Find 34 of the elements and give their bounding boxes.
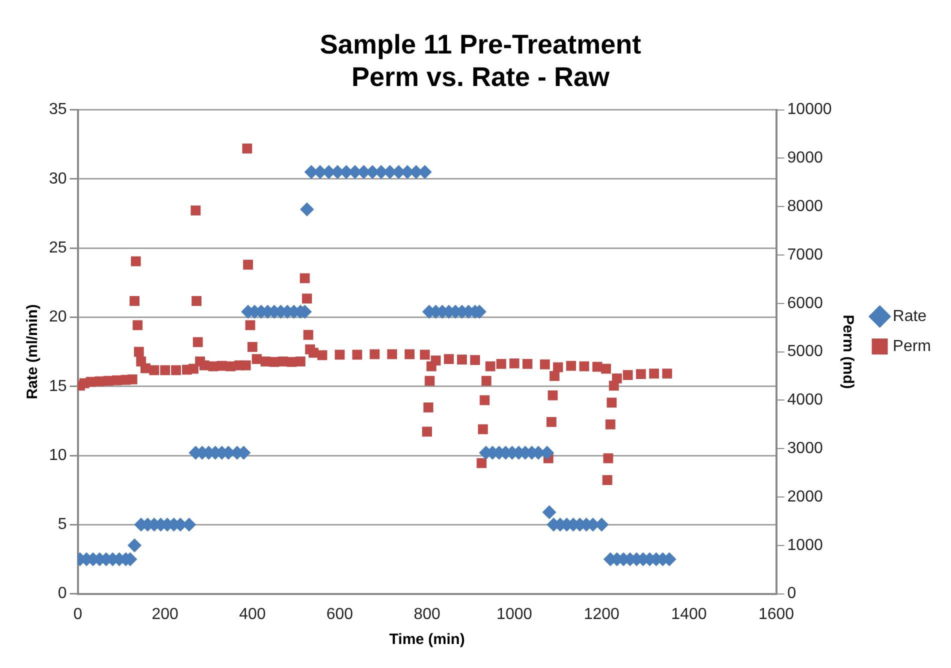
- x-tick-label: 0: [73, 606, 82, 623]
- y2-axis-title: Perm (md): [840, 314, 857, 389]
- chart-title: Sample 11 Pre-Treatment Perm vs. Rate - Raw: [320, 30, 642, 92]
- legend-label: Perm: [892, 338, 932, 355]
- y2-tick-label: 9000: [787, 150, 823, 167]
- y2-tick-label: 3000: [787, 440, 823, 458]
- x-tick-label: 200: [152, 606, 179, 623]
- y2-tick-label: 6000: [787, 294, 823, 312]
- x-tick-label: 1400: [671, 606, 707, 623]
- x-tick-label: 1000: [496, 606, 532, 623]
- y2-tick-label: 8000: [787, 198, 823, 216]
- x-tick-label: 1200: [584, 606, 620, 623]
- y-tick-label: 15: [49, 378, 67, 395]
- x-tick-label: 800: [414, 606, 440, 623]
- y-tick-label: 0: [58, 585, 67, 602]
- y2-tick-label: 4000: [787, 392, 823, 409]
- x-tick-label: 1600: [758, 606, 794, 623]
- y-tick-label: 30: [49, 170, 67, 188]
- x-axis-title: Time (min): [389, 631, 465, 648]
- y-axis-title: Rate (ml/min): [24, 304, 42, 400]
- y-tick-label: 35: [49, 101, 67, 118]
- y-tick-label: 10: [49, 446, 67, 464]
- y2-tick-label: 10000: [787, 101, 832, 118]
- y-tick-label: 20: [49, 308, 67, 326]
- legend-label: Rate: [892, 308, 927, 325]
- y-tick-label: 25: [49, 239, 67, 256]
- y-tick-label: 5: [58, 516, 67, 534]
- x-tick-label: 400: [239, 606, 266, 623]
- x-tick-label: 600: [326, 606, 354, 623]
- y2-tick-label: 0: [787, 585, 796, 602]
- y2-tick-label: 2000: [787, 488, 823, 506]
- y2-tick-label: 5000: [787, 343, 823, 360]
- y2-tick-label: 1000: [787, 536, 823, 554]
- y2-tick-label: 7000: [787, 246, 823, 264]
